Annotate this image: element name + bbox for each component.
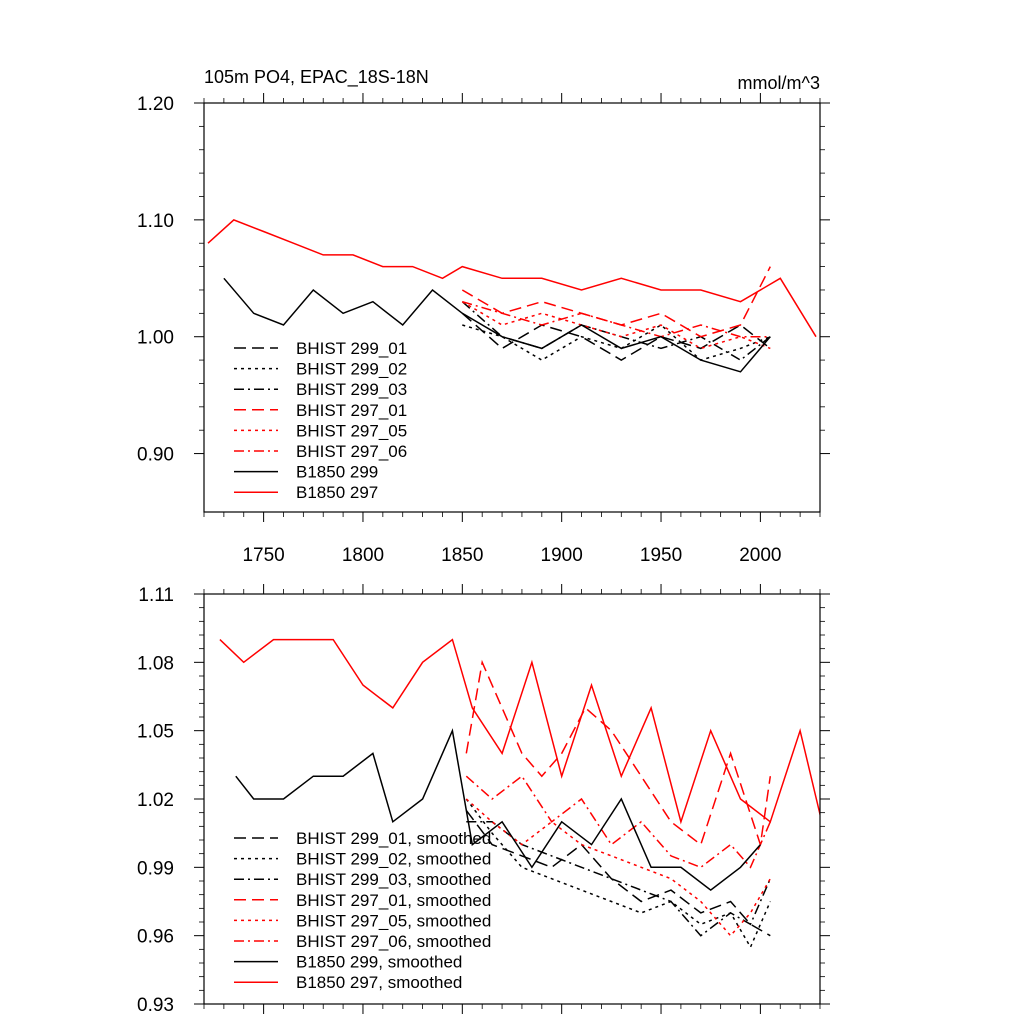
top-legend-label-1: BHIST 299_01 (296, 339, 407, 358)
top-series-7-line (223, 277, 771, 373)
bottom-legend-label-7: B1850 299, smoothed (296, 953, 462, 972)
top-ticks: 0.90 1.00 1.10 1.20 1750 1800 1850 1900 1950 2000 (137, 93, 830, 566)
bottom-legend-label-6: BHIST 297_06, smoothed (296, 932, 491, 951)
bottom-ytick-label-6: 1.11 (138, 585, 174, 606)
bottom-legend-label-1: BHIST 299_01, smoothed (296, 829, 491, 848)
bottom-series-3-line (466, 821, 771, 937)
top-ytick-label-3: 1.20 (137, 94, 174, 115)
top-series-6-line (462, 300, 771, 338)
bottom-series-5-line (465, 798, 771, 937)
bottom-legend-label-5: BHIST 297_05, smoothed (296, 911, 491, 930)
top-plot-frame (203, 102, 821, 513)
bottom-legend-label-2: BHIST 299_02, smoothed (296, 850, 491, 869)
top-legend-label-8: B1850 297 (296, 483, 378, 502)
bottom-panel: 0.93 0.96 0.99 1.02 1.05 1.08 1.11 BHIST 299_0… (137, 584, 830, 1016)
top-legend-label-5: BHIST 297_05 (296, 421, 407, 440)
top-series-5-line (461, 301, 771, 350)
bottom-ytick-label-2: 0.99 (137, 858, 174, 879)
top-legend-label-2: BHIST 299_02 (296, 360, 407, 379)
top-series-4-line (461, 266, 771, 338)
bottom-series-2-line (465, 798, 771, 949)
bottom-series-layer (219, 638, 820, 949)
top-xtick-label-2: 1850 (441, 545, 483, 566)
top-series-8-line (207, 219, 817, 338)
top-series-layer (207, 219, 817, 373)
top-chart-title: 105m PO4, EPAC_18S-18N (204, 67, 429, 88)
bottom-ytick-label-3: 1.02 (137, 790, 174, 811)
bottom-series-6-line (465, 775, 771, 869)
bottom-ytick-label-0: 0.93 (137, 995, 174, 1016)
bottom-ytick-label-5: 1.08 (137, 653, 174, 674)
top-legend-label-7: B1850 299 (296, 463, 378, 482)
top-xtick-label-3: 1900 (541, 545, 583, 566)
bottom-series-4-line (465, 659, 772, 846)
top-panel: 0.90 1.00 1.10 1.20 1750 1800 1850 1900 1950 2000… (137, 67, 830, 566)
top-units-label: mmol/m^3 (738, 73, 820, 93)
top-legend-label-3: BHIST 299_03 (296, 380, 407, 399)
top-xtick-label-0: 1750 (242, 545, 284, 566)
top-xtick-label-5: 2000 (739, 545, 781, 566)
top-series-2-line (462, 324, 771, 361)
top-xtick-label-4: 1950 (640, 545, 682, 566)
bottom-series-1-line (465, 809, 771, 937)
top-xtick-label-1: 1800 (342, 545, 384, 566)
top-ytick-label-0: 0.90 (137, 445, 174, 466)
bottom-legend-label-8: B1850 297, smoothed (296, 973, 462, 992)
bottom-ytick-label-4: 1.05 (137, 722, 174, 743)
top-series-3-line (461, 301, 771, 362)
top-ytick-label-2: 1.10 (137, 211, 174, 232)
bottom-series-7-line (235, 728, 761, 892)
top-series-1-line (461, 312, 771, 361)
bottom-legend-label-3: BHIST 299_03, smoothed (296, 870, 491, 889)
bottom-legend-label-4: BHIST 297_01, smoothed (296, 891, 491, 910)
top-legend-label-6: BHIST 297_06 (296, 442, 407, 461)
top-legend-label-4: BHIST 297_01 (296, 401, 407, 420)
bottom-legend: BHIST 299_01, smoothed BHIST 299_02, smoo… (234, 829, 491, 992)
bottom-ytick-label-1: 0.96 (137, 927, 174, 948)
bottom-ticks: 0.93 0.96 0.99 1.02 1.05 1.08 1.11 (137, 584, 830, 1016)
top-ytick-label-1: 1.00 (137, 328, 174, 349)
bottom-series-8-line (219, 638, 820, 825)
